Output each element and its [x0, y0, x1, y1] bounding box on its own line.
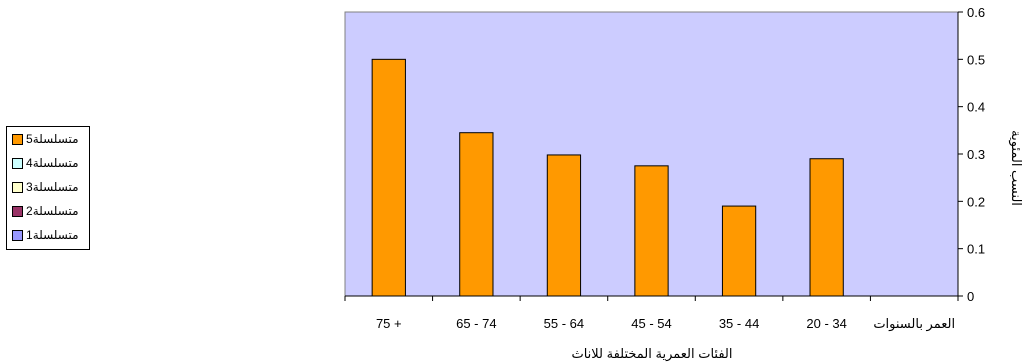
x-ticks-group: العمر بالسنوات 20 - 34 35 - 44 45 - 54 55 - … — [344, 296, 959, 332]
bar — [721, 205, 757, 297]
y-tick-label: 0.3 — [967, 147, 985, 162]
bar — [546, 154, 582, 297]
x-tick-label: 75 + — [376, 316, 402, 331]
legend-label: متسلسلة4 — [26, 156, 79, 170]
legend-label: متسلسلة5 — [26, 132, 79, 146]
legend-label: متسلسلة2 — [26, 204, 79, 218]
x-tick-label: 20 - 34 — [806, 316, 846, 331]
bar — [809, 158, 844, 297]
legend-swatch-series4 — [12, 157, 23, 169]
x-axis-title: الفئات العمرية المختلفة للاناث — [571, 346, 732, 362]
bar — [459, 132, 494, 297]
legend-swatch-series2 — [12, 205, 23, 217]
legend-item: متسلسلة3 — [7, 177, 91, 197]
legend-swatch-series3 — [12, 181, 23, 193]
x-tick-label: 45 - 54 — [631, 316, 671, 331]
legend-swatch-series1 — [12, 229, 23, 241]
legend-item: متسلسلة4 — [7, 153, 91, 173]
bars-group — [371, 58, 844, 297]
y-tick-label: 0.6 — [967, 5, 985, 20]
y-tick-label: 0.4 — [967, 100, 985, 115]
y-tick-label: 0.2 — [967, 194, 985, 209]
y-tick-label: 0 — [967, 289, 974, 304]
y-tick-label: 0.1 — [967, 242, 985, 257]
y-tick-label: 0.5 — [967, 52, 985, 67]
legend-item: متسلسلة5 — [7, 129, 91, 149]
legend: متسلسلة5 متسلسلة4 متسلسلة3 متسلسلة2 متسل… — [6, 126, 90, 250]
legend-item: متسلسلة2 — [7, 201, 91, 221]
y-ticks-group: 0 0.1 0.2 0.3 0.4 0.5 0.6 — [958, 5, 985, 304]
x-tick-label: 55 - 64 — [544, 316, 584, 331]
x-tick-label: العمر بالسنوات — [873, 316, 955, 332]
legend-label: متسلسلة1 — [26, 228, 79, 242]
bar — [634, 165, 669, 297]
y-axis-title: النسب المئوية — [1008, 130, 1024, 206]
bar — [371, 58, 406, 297]
legend-swatch-series5 — [12, 133, 23, 145]
x-tick-label: 35 - 44 — [719, 316, 759, 331]
x-tick-label: 65 - 74 — [456, 316, 496, 331]
legend-item: متسلسلة1 — [7, 225, 91, 245]
legend-label: متسلسلة3 — [26, 180, 79, 194]
